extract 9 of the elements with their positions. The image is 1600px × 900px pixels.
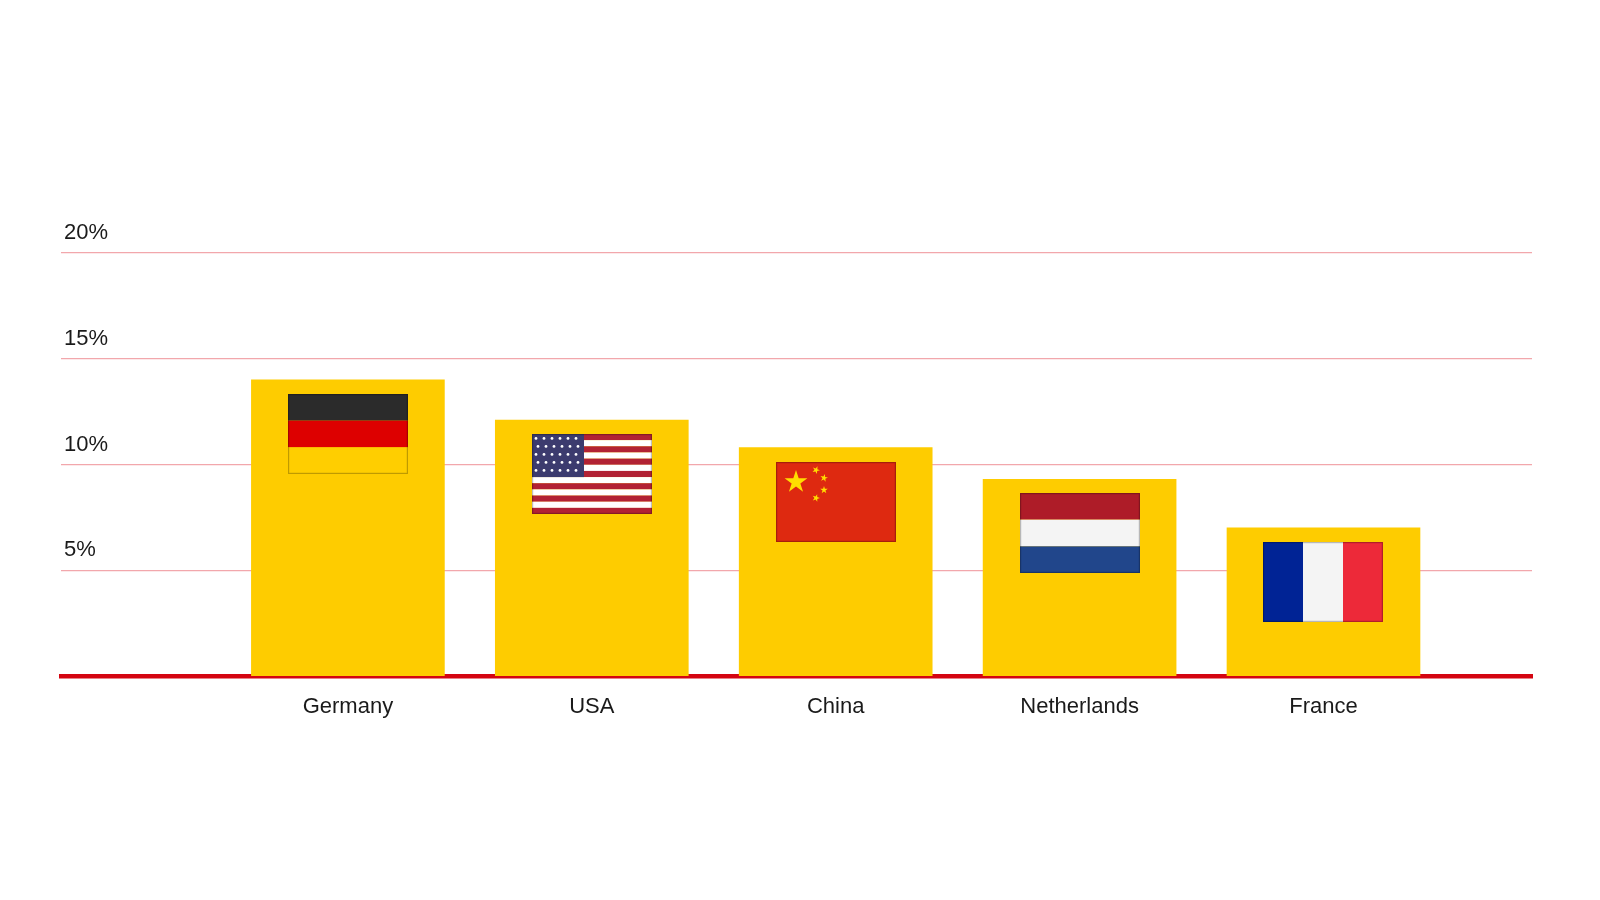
y-tick-label: 20% [64,219,109,245]
x-tick-label: France [1289,693,1358,719]
x-tick-label: Germany [302,693,394,719]
x-tick-label: Netherlands [1020,693,1139,719]
x-tick-label: China [806,693,866,719]
y-tick-label: 15% [64,324,109,350]
y-tick-label: 5% [64,536,96,562]
x-tick-label: USA [569,693,615,719]
y-tick-label: 10% [64,430,109,456]
